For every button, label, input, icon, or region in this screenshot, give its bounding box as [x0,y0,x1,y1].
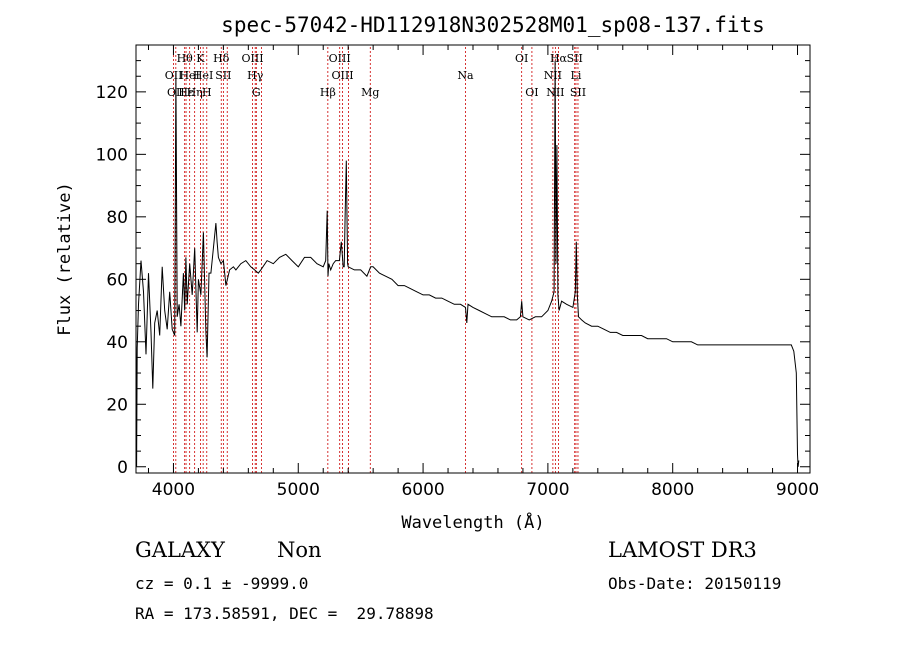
emission-line-label: Hθ [177,52,194,65]
emission-line-label: Mg [361,86,379,99]
x-tick-label: 7000 [526,480,569,500]
emission-line-label: OII [165,69,183,82]
y-tick-label: 100 [96,145,128,165]
emission-line-label: HeI [193,69,213,82]
survey-name: LAMOST DR3 [608,538,757,562]
emission-line-label: SII [567,52,583,65]
y-tick-label: 80 [106,208,128,228]
emission-line-label: Hη [187,86,203,99]
y-tick-label: 20 [106,395,128,415]
emission-line-label: HeI [179,69,199,82]
y-tick-label: 0 [117,458,128,478]
x-axis-label: Wavelength (Å) [401,511,544,533]
emission-line-label: NII [544,69,562,82]
spectrum-line [135,60,800,467]
emission-line-label: Hδ [213,52,230,65]
y-axis-label: Flux (relative) [55,182,75,336]
emission-line-label: H [202,86,212,99]
chart-title: spec-57042-HD112918N302528M01_sp08-137.f… [221,13,765,37]
x-tick-label: 4000 [152,480,195,500]
emission-line-label: Na [457,69,474,82]
x-tick-label: 8000 [651,480,694,500]
emission-line-label: Hγ [247,69,264,82]
emission-line-label: SII [215,69,231,82]
object-class: GALAXY [135,538,225,562]
emission-line-label: OIII [329,52,351,65]
x-axis-ticks: 4000 5000 6000 7000 8000 9000 [147,45,819,500]
y-tick-label: 60 [106,270,128,290]
emission-line-label: OI [525,86,538,99]
emission-line-label: Hε [178,86,194,99]
x-tick-label: 6000 [401,480,444,500]
emission-line-label: Li [571,69,582,82]
observation-date: Obs-Date: 20150119 [608,574,782,593]
emission-line-label: Hβ [320,86,336,99]
x-tick-label: 9000 [776,480,819,500]
emission-line-label: K [196,52,205,65]
emission-line-label: OIII [242,52,264,65]
y-tick-label: 40 [106,333,128,353]
emission-line-label: OIII [332,69,354,82]
plot-frame [135,44,811,474]
x-tick-label: 5000 [277,480,320,500]
emission-line-label: SII [570,86,586,99]
object-subclass: Non [277,538,322,562]
y-axis-ticks: 0 20 40 60 80 100 120 [96,60,810,478]
coordinates-text: RA = 173.58591, DEC = 29.78898 [135,604,434,623]
emission-line-label: G [252,86,261,99]
emission-line-markers [173,47,579,473]
redshift-text: cz = 0.1 ± -9999.0 [135,574,309,593]
emission-line-label: Hα [550,52,568,65]
y-tick-label: 120 [96,83,128,103]
emission-line-label: OI [515,52,528,65]
